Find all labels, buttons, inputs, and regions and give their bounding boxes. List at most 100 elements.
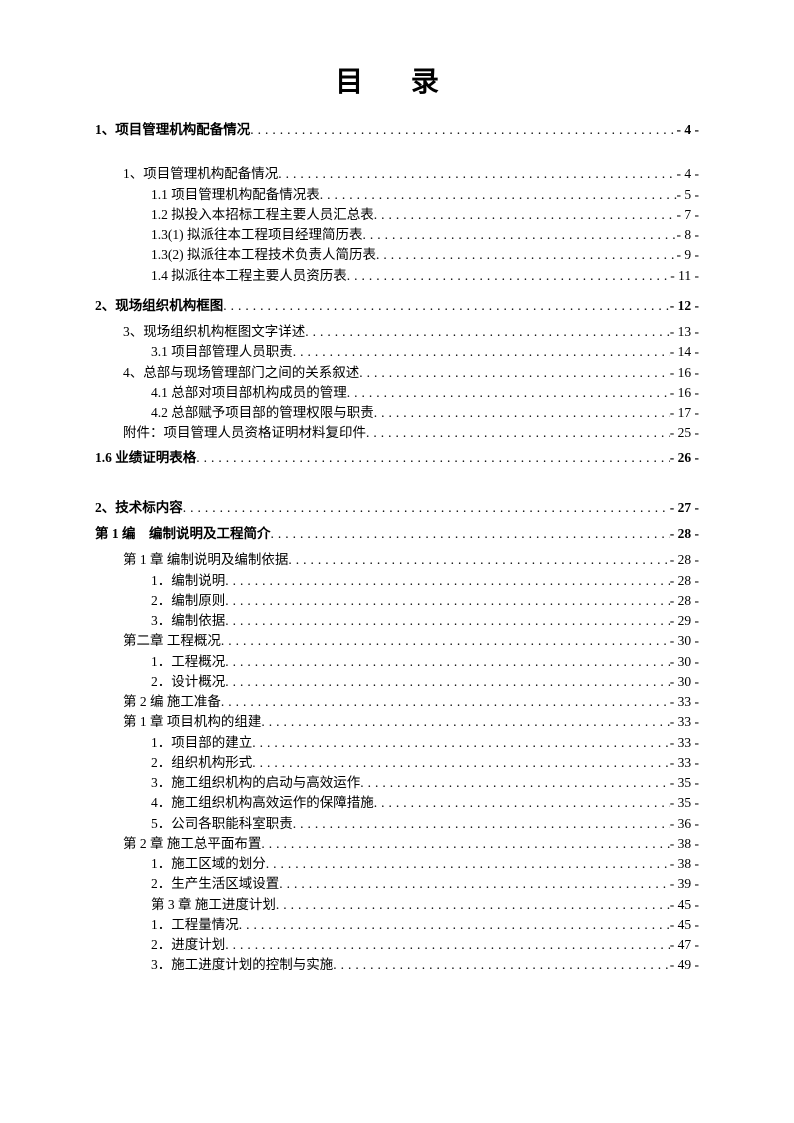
- toc-entry-text: 3．施工进度计划的控制与实施: [151, 955, 333, 975]
- toc-dot-leader: [250, 120, 676, 140]
- toc-dot-leader: [252, 733, 670, 753]
- toc-entry-page: - 33 -: [670, 733, 699, 753]
- toc-entry-page: - 45 -: [670, 895, 699, 915]
- toc-dot-leader: [239, 915, 670, 935]
- toc-dot-leader: [225, 672, 670, 692]
- toc-entry-page: - 35 -: [670, 793, 699, 813]
- toc-dot-leader: [225, 611, 670, 631]
- toc-entry-page: - 27 -: [670, 498, 699, 518]
- toc-entry-page: - 33 -: [670, 712, 699, 732]
- toc-entry: 2．组织机构形式 - 33 -: [95, 753, 699, 773]
- toc-dot-leader: [359, 363, 670, 383]
- toc-dot-leader: [196, 448, 670, 468]
- toc-dot-leader: [266, 854, 670, 874]
- toc-entry-page: - 4 -: [677, 120, 700, 140]
- toc-entry: 1．项目部的建立 - 33 -: [95, 733, 699, 753]
- toc-entry-page: - 38 -: [670, 834, 699, 854]
- toc-dot-leader: [225, 571, 670, 591]
- toc-entry-text: 1、项目管理机构配备情况: [95, 120, 250, 140]
- toc-entry-page: - 30 -: [670, 631, 699, 651]
- toc-dot-leader: [374, 403, 670, 423]
- toc-entry-page: - 4 -: [677, 164, 700, 184]
- toc-entry: 第二章 工程概况 - 30 -: [95, 631, 699, 651]
- toc-entry-page: - 38 -: [670, 854, 699, 874]
- toc-entry-page: - 26 -: [670, 448, 699, 468]
- toc-dot-leader: [225, 652, 670, 672]
- toc-entry-text: 2．编制原则: [151, 591, 225, 611]
- toc-entry-text: 2、现场组织机构框图: [95, 296, 223, 316]
- toc-entry-text: 4.1 总部对项目部机构成员的管理: [151, 383, 347, 403]
- toc-entry-page: - 33 -: [670, 753, 699, 773]
- toc-entry: 1.1 项目管理机构配备情况表 - 5 -: [95, 185, 699, 205]
- toc-entry-page: - 9 -: [677, 245, 700, 265]
- toc-entry: 1．工程概况 - 30 -: [95, 652, 699, 672]
- toc-entry: 5．公司各职能科室职责 - 36 -: [95, 814, 699, 834]
- toc-entry: 3．施工组织机构的启动与高效运作 - 35 -: [95, 773, 699, 793]
- toc-entry: 1．工程量情况 - 45 -: [95, 915, 699, 935]
- toc-entry: 2、现场组织机构框图 - 12 -: [95, 296, 699, 316]
- toc-entry: 3．施工进度计划的控制与实施 - 49 -: [95, 955, 699, 975]
- toc-entry-page: - 13 -: [670, 322, 699, 342]
- toc-entry: 1.3(2) 拟派往本工程技术负责人简历表 - 9 -: [95, 245, 699, 265]
- toc-dot-leader: [293, 342, 670, 362]
- toc-dot-leader: [271, 524, 670, 544]
- toc-dot-leader: [279, 874, 670, 894]
- toc-entry-page: - 28 -: [670, 524, 699, 544]
- toc-entry-text: 2．设计概况: [151, 672, 225, 692]
- toc-entry-page: - 16 -: [670, 363, 699, 383]
- table-of-contents: 1、项目管理机构配备情况 - 4 -1、项目管理机构配备情况 - 4 -1.1 …: [95, 120, 699, 976]
- toc-entry-text: 第 1 章 编制说明及编制依据: [123, 550, 288, 570]
- toc-entry: 3.1 项目部管理人员职责 - 14 -: [95, 342, 699, 362]
- toc-entry: 3、现场组织机构框图文字详述 - 13 -: [95, 322, 699, 342]
- toc-dot-leader: [261, 834, 669, 854]
- toc-entry: 附件：项目管理人员资格证明材料复印件 - 25 -: [95, 423, 699, 443]
- toc-entry-text: 1．编制说明: [151, 571, 225, 591]
- toc-entry-page: - 33 -: [670, 692, 699, 712]
- toc-entry: 2．进度计划 - 47 -: [95, 935, 699, 955]
- toc-entry-page: - 35 -: [670, 773, 699, 793]
- toc-dot-leader: [288, 550, 669, 570]
- toc-entry-page: - 17 -: [670, 403, 699, 423]
- toc-entry: 2．生产生活区域设置 - 39 -: [95, 874, 699, 894]
- toc-entry-text: 2．进度计划: [151, 935, 225, 955]
- toc-entry: 1、项目管理机构配备情况 - 4 -: [95, 120, 699, 140]
- toc-entry-page: - 14 -: [670, 342, 699, 362]
- toc-entry-page: - 28 -: [670, 550, 699, 570]
- toc-dot-leader: [225, 935, 670, 955]
- toc-entry-page: - 30 -: [670, 652, 699, 672]
- toc-entry-text: 第二章 工程概况: [123, 631, 221, 651]
- toc-entry: 4、总部与现场管理部门之间的关系叙述 - 16 -: [95, 363, 699, 383]
- toc-entry-text: 1．施工区域的划分: [151, 854, 266, 874]
- toc-entry-page: - 49 -: [670, 955, 699, 975]
- toc-dot-leader: [360, 773, 670, 793]
- toc-entry-page: - 28 -: [670, 591, 699, 611]
- toc-entry-text: 1.3(1) 拟派往本工程项目经理简历表: [151, 225, 363, 245]
- toc-entry-page: - 30 -: [670, 672, 699, 692]
- toc-entry: 4．施工组织机构高效运作的保障措施 - 35 -: [95, 793, 699, 813]
- toc-entry-page: - 29 -: [670, 611, 699, 631]
- toc-entry-text: 1．工程量情况: [151, 915, 239, 935]
- toc-entry-text: 3．编制依据: [151, 611, 225, 631]
- toc-entry-text: 2．生产生活区域设置: [151, 874, 279, 894]
- toc-entry-text: 第 2 章 施工总平面布置: [123, 834, 261, 854]
- toc-entry: 1、项目管理机构配备情况 - 4 -: [95, 164, 699, 184]
- toc-entry: 2、技术标内容 - 27 -: [95, 498, 699, 518]
- toc-entry-text: 5．公司各职能科室职责: [151, 814, 293, 834]
- toc-dot-leader: [293, 814, 670, 834]
- toc-entry-text: 第 1 章 项目机构的组建: [123, 712, 261, 732]
- toc-entry-text: 4．施工组织机构高效运作的保障措施: [151, 793, 374, 813]
- toc-dot-leader: [374, 205, 677, 225]
- toc-entry-text: 1.1 项目管理机构配备情况表: [151, 185, 320, 205]
- toc-entry-text: 3、现场组织机构框图文字详述: [123, 322, 305, 342]
- toc-entry: 2．设计概况 - 30 -: [95, 672, 699, 692]
- toc-entry-text: 4.2 总部赋予项目部的管理权限与职责: [151, 403, 374, 423]
- toc-entry: 1.2 拟投入本招标工程主要人员汇总表 - 7 -: [95, 205, 699, 225]
- toc-entry-page: - 45 -: [670, 915, 699, 935]
- toc-entry: 1.3(1) 拟派往本工程项目经理简历表 - 8 -: [95, 225, 699, 245]
- toc-entry: 3．编制依据 - 29 -: [95, 611, 699, 631]
- toc-entry: 1．施工区域的划分 - 38 -: [95, 854, 699, 874]
- toc-entry-text: 第 1 编 编制说明及工程简介: [95, 524, 271, 544]
- toc-entry: 第 1 章 项目机构的组建 - 33 -: [95, 712, 699, 732]
- toc-dot-leader: [276, 895, 670, 915]
- toc-entry-page: - 8 -: [677, 225, 700, 245]
